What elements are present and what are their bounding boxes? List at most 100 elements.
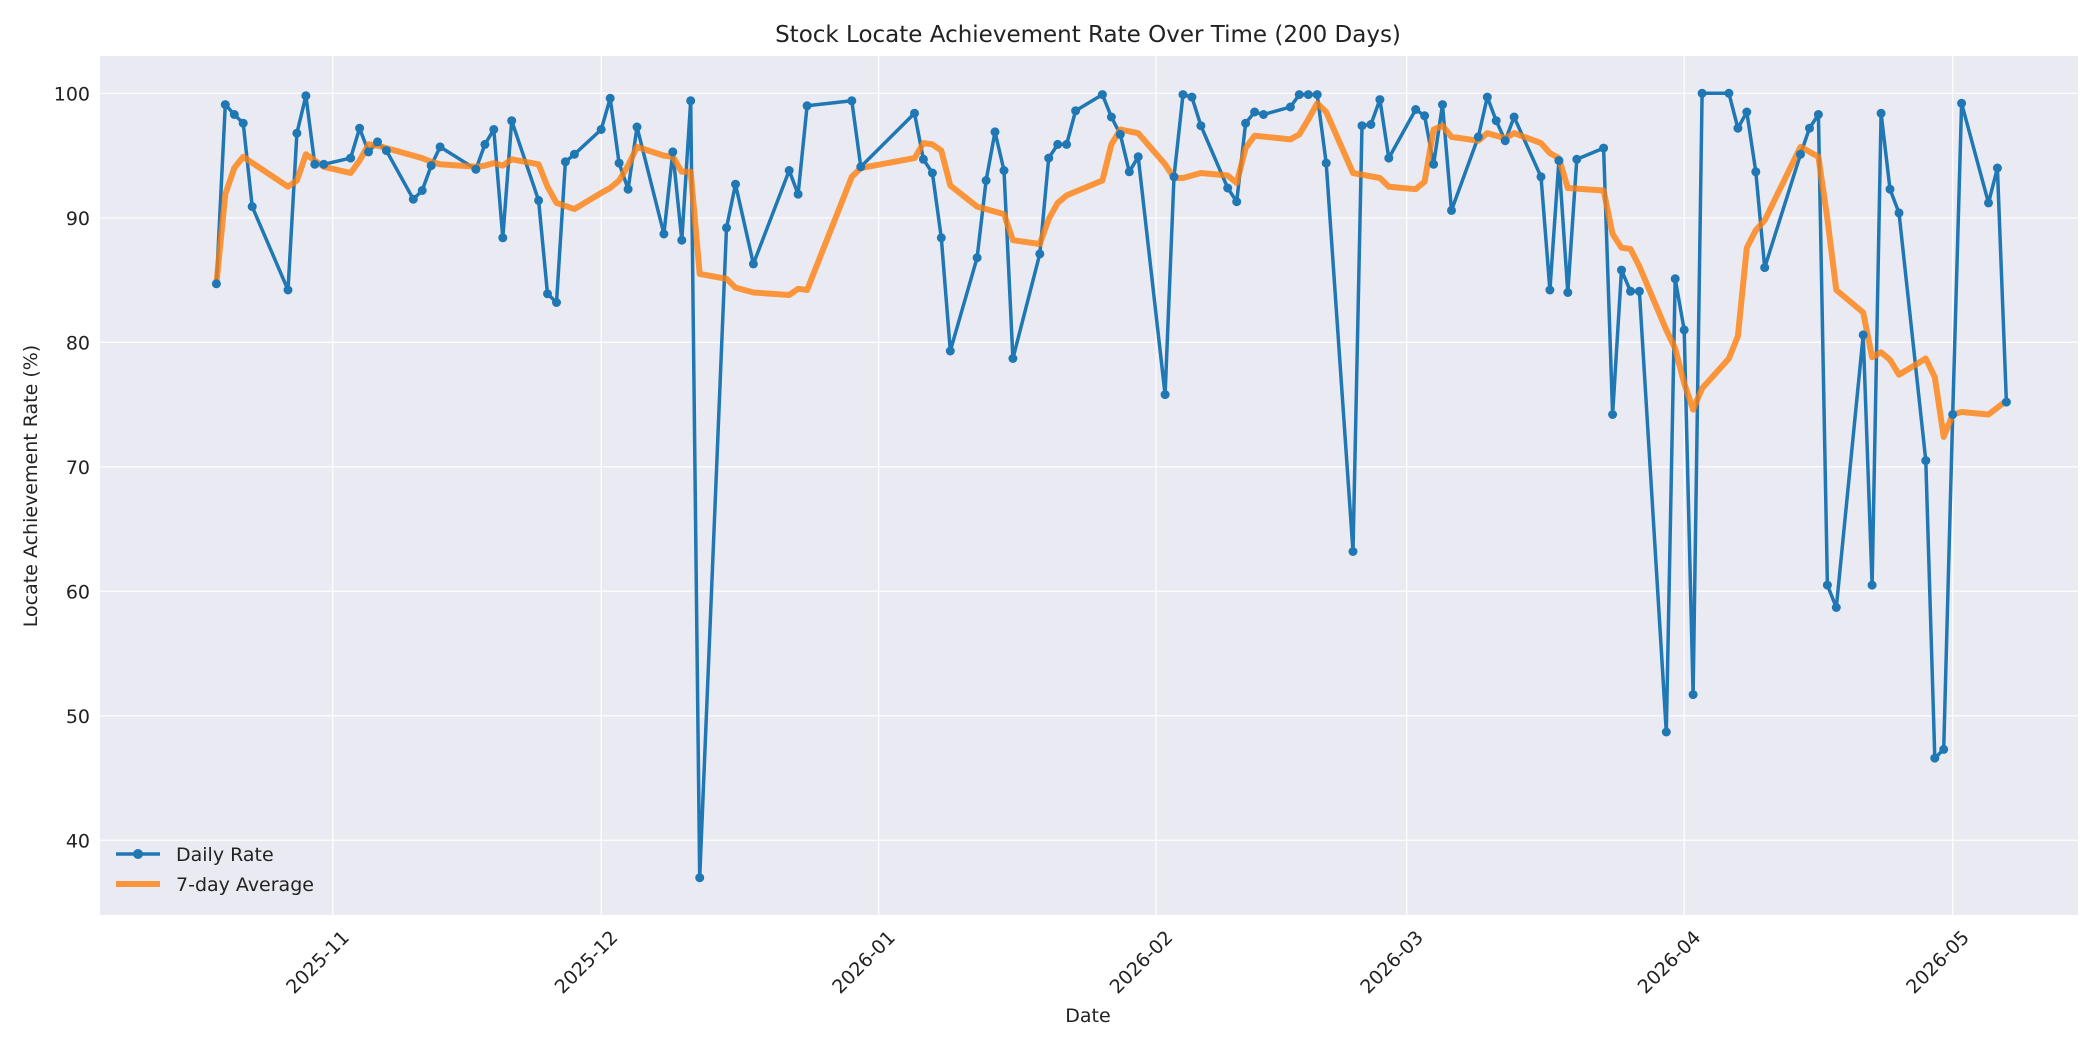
- daily-rate-point: [972, 253, 982, 263]
- daily-rate-point: [1124, 167, 1134, 177]
- daily-rate-point: [927, 168, 937, 178]
- daily-rate-point: [1232, 197, 1242, 207]
- x-axis-label: Date: [1065, 1005, 1110, 1027]
- daily-rate-point: [1679, 325, 1689, 335]
- series-layer: [211, 88, 2011, 883]
- daily-rate-point: [695, 873, 705, 883]
- daily-rate-point: [1599, 143, 1609, 153]
- daily-rate-point: [990, 127, 1000, 137]
- daily-rate-point: [435, 142, 445, 152]
- daily-rate-point: [1384, 153, 1394, 163]
- legend-daily-label: Daily Rate: [176, 844, 274, 866]
- daily-rate-point: [471, 164, 481, 174]
- daily-rate-point: [856, 162, 866, 172]
- daily-rate-point: [1858, 330, 1868, 340]
- daily-rate-point: [1572, 154, 1582, 164]
- daily-rate-point: [1294, 90, 1304, 100]
- y-tick-label: 40: [66, 830, 90, 852]
- x-tick-label: 2026-04: [1634, 927, 1706, 999]
- daily-rate-point: [2001, 397, 2011, 407]
- daily-rate-point: [301, 91, 311, 101]
- x-tick: 2026-03: [1356, 927, 1428, 999]
- x-tick: 2026-05: [1902, 927, 1974, 999]
- y-tick-label: 100: [54, 83, 90, 105]
- daily-rate-point: [292, 128, 302, 138]
- daily-rate-point: [1957, 98, 1967, 108]
- daily-rate-point: [1420, 111, 1430, 121]
- daily-rate-point: [1948, 410, 1958, 419]
- x-axis-ticks: 2025-11 2025-12 2026-01 2026-02 2026-03 2026-…: [282, 927, 1974, 999]
- daily-rate-point: [480, 139, 490, 149]
- daily-rate-point: [1196, 121, 1206, 131]
- daily-rate-point: [1992, 163, 2002, 173]
- x-tick: 2026-04: [1634, 927, 1706, 999]
- daily-rate-point: [1241, 118, 1251, 128]
- daily-rate-point: [1563, 288, 1573, 297]
- daily-rate-point: [1044, 153, 1054, 163]
- daily-rate-point: [1760, 263, 1770, 273]
- daily-rate-point: [534, 195, 544, 205]
- daily-rate-point: [1921, 456, 1931, 466]
- daily-rate-point: [847, 96, 857, 106]
- daily-rate-point: [1500, 136, 1510, 146]
- daily-rate-point: [1473, 132, 1483, 142]
- daily-rate-point: [408, 194, 418, 204]
- daily-rate-point: [1536, 172, 1546, 182]
- y-axis-label: Locate Achievement Rate (%): [20, 345, 42, 627]
- daily-rate-point: [596, 125, 606, 134]
- daily-rate-point: [605, 93, 615, 103]
- daily-rate-point: [1429, 159, 1439, 169]
- daily-rate-point: [211, 279, 221, 289]
- daily-rate-point: [1634, 286, 1644, 296]
- daily-rate-point: [381, 146, 391, 156]
- daily-rate-point: [1106, 112, 1116, 122]
- daily-rate-point: [1348, 547, 1358, 556]
- daily-rate-point: [1831, 603, 1841, 612]
- x-tick: 2026-02: [1106, 927, 1178, 999]
- x-tick-label: 2026-01: [828, 927, 900, 999]
- daily-rate-point: [417, 186, 427, 195]
- daily-rate-point: [247, 202, 257, 212]
- daily-rate-point: [999, 166, 1009, 175]
- daily-rate-point: [489, 125, 499, 134]
- daily-rate-point: [1357, 121, 1367, 131]
- daily-rate-point: [659, 229, 669, 239]
- y-tick-label: 90: [66, 208, 90, 230]
- x-tick-label: 2026-03: [1356, 927, 1428, 999]
- daily-rate-point: [1062, 139, 1072, 149]
- daily-rate-point: [346, 153, 356, 163]
- daily-rate-point: [1169, 172, 1179, 182]
- daily-rate-point: [1375, 95, 1385, 105]
- daily-rate-point: [1822, 580, 1832, 590]
- daily-rate-point: [220, 100, 230, 110]
- daily-rate-point: [1160, 390, 1170, 400]
- daily-rate-point: [1984, 198, 1993, 208]
- grid-lines: [100, 56, 2078, 915]
- daily-rate-point: [229, 110, 239, 119]
- daily-rate-point: [1626, 286, 1635, 296]
- daily-rate-point: [1545, 285, 1555, 295]
- daily-rate-point: [310, 159, 320, 169]
- x-tick-label: 2026-05: [1902, 927, 1974, 999]
- daily-rate-point: [1733, 123, 1743, 133]
- daily-rate-point: [614, 158, 624, 168]
- daily-rate-point: [355, 123, 365, 133]
- daily-rate-point: [1491, 116, 1501, 126]
- daily-rate-point: [910, 108, 919, 118]
- daily-rate-point: [319, 159, 329, 169]
- y-tick-label: 60: [66, 581, 90, 603]
- daily-rate-point: [623, 184, 633, 194]
- daily-rate-point: [1796, 149, 1805, 159]
- daily-rate-point: [1321, 158, 1331, 168]
- daily-rate-point: [1742, 107, 1752, 117]
- daily-rate-point: [1876, 108, 1886, 118]
- plot-area: [100, 56, 2078, 915]
- x-tick-label: 2025-11: [282, 927, 354, 999]
- daily-rate-point: [1608, 410, 1618, 419]
- daily-rate-point: [918, 154, 928, 164]
- daily-rate-point: [552, 298, 561, 307]
- daily-rate-point: [945, 346, 955, 356]
- legend-average-label: 7-day Average: [176, 874, 314, 896]
- daily-rate-point: [1250, 107, 1260, 117]
